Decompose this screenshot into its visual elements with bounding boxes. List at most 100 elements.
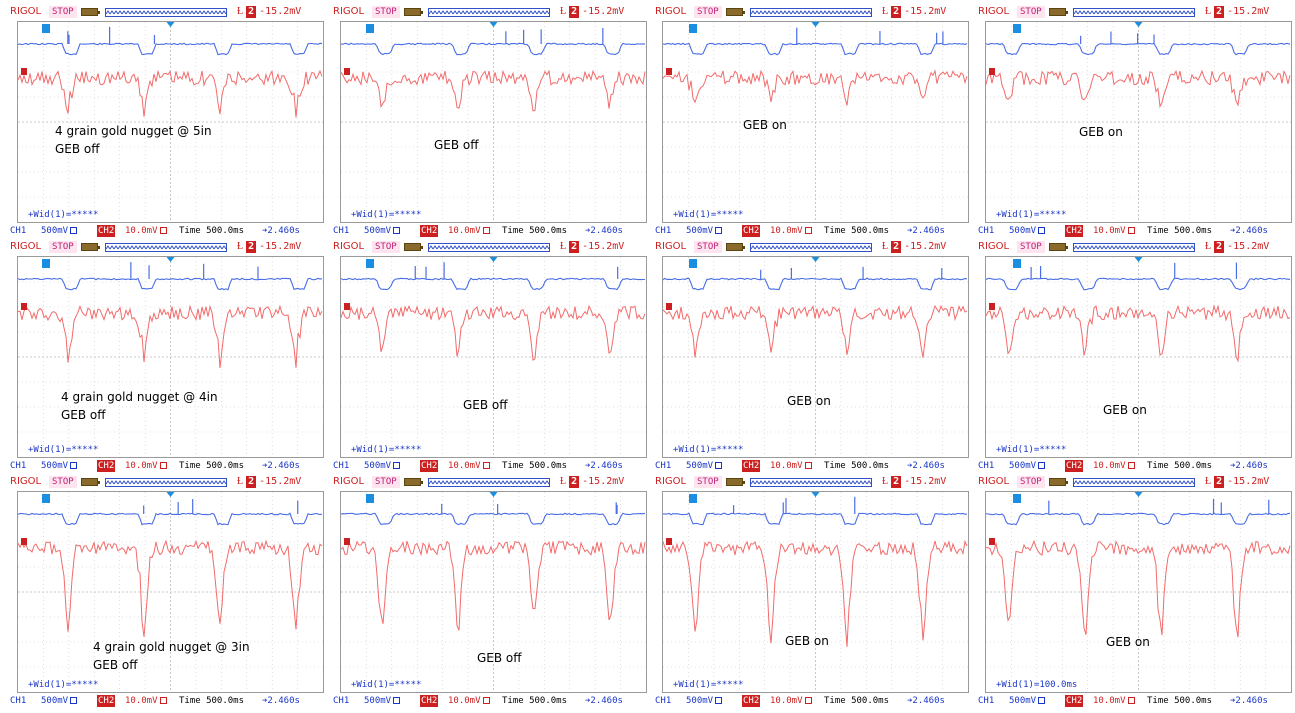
run-state-badge[interactable]: STOP [49,241,77,253]
ch2-label[interactable]: CH2 [420,225,439,237]
run-state-badge[interactable]: STOP [49,476,77,488]
ch2-label[interactable]: CH2 [1065,460,1084,472]
timebase-readout[interactable]: Time 500.0ms [824,461,890,471]
ch2-label[interactable]: CH2 [97,225,116,237]
ch2-ground-marker[interactable] [21,303,27,310]
timebase-readout[interactable]: Time 500.0ms [179,461,245,471]
trigger-offset-readout[interactable]: ➔2.460s [262,461,300,471]
trigger-position-marker[interactable] [489,257,498,262]
ch1-label[interactable]: CH1 [978,696,995,706]
ch2-label[interactable]: CH2 [1065,225,1084,237]
time-cursor-marker[interactable] [1013,259,1021,268]
ch1-label[interactable]: CH1 [10,226,27,236]
trigger-position-marker[interactable] [489,492,498,497]
run-state-badge[interactable]: STOP [1017,476,1045,488]
ch2-label[interactable]: CH2 [1065,695,1084,707]
timebase-readout[interactable]: Time 500.0ms [824,696,890,706]
trigger-position-marker[interactable] [1134,492,1143,497]
trigger-offset-readout[interactable]: ➔2.460s [907,226,945,236]
timebase-readout[interactable]: Time 500.0ms [502,696,568,706]
time-cursor-marker[interactable] [42,24,50,33]
run-state-badge[interactable]: STOP [372,476,400,488]
trigger-offset-readout[interactable]: ➔2.460s [1230,461,1268,471]
time-cursor-marker[interactable] [689,259,697,268]
timebase-readout[interactable]: Time 500.0ms [1147,696,1213,706]
ch1-label[interactable]: CH1 [655,461,672,471]
time-cursor-marker[interactable] [42,494,50,503]
run-state-badge[interactable]: STOP [694,6,722,18]
trigger-position-marker[interactable] [1134,257,1143,262]
ch2-ground-marker[interactable] [989,303,995,310]
ch2-ground-marker[interactable] [21,68,27,75]
ch2-label[interactable]: CH2 [742,695,761,707]
trigger-offset-readout[interactable]: ➔2.460s [262,226,300,236]
timebase-readout[interactable]: Time 500.0ms [502,226,568,236]
trigger-offset-readout[interactable]: ➔2.460s [907,696,945,706]
trigger-offset-readout[interactable]: ➔2.460s [262,696,300,706]
run-state-badge[interactable]: STOP [49,6,77,18]
ch2-ground-marker[interactable] [989,538,995,545]
ch1-label[interactable]: CH1 [655,226,672,236]
trigger-offset-readout[interactable]: ➔2.460s [907,461,945,471]
run-state-badge[interactable]: STOP [1017,241,1045,253]
time-cursor-marker[interactable] [366,259,374,268]
time-cursor-marker[interactable] [1013,494,1021,503]
ch2-ground-marker[interactable] [666,538,672,545]
ch2-label[interactable]: CH2 [742,225,761,237]
ch1-label[interactable]: CH1 [333,696,350,706]
ch2-label[interactable]: CH2 [97,460,116,472]
ch2-ground-marker[interactable] [989,68,995,75]
ch1-label[interactable]: CH1 [10,461,27,471]
run-state-badge[interactable]: STOP [1017,6,1045,18]
time-cursor-marker[interactable] [689,494,697,503]
trigger-offset-readout[interactable]: ➔2.460s [585,696,623,706]
trigger-position-marker[interactable] [166,22,175,27]
trigger-position-marker[interactable] [811,492,820,497]
ch2-ground-marker[interactable] [344,68,350,75]
ch1-label[interactable]: CH1 [978,226,995,236]
ch2-ground-marker[interactable] [666,303,672,310]
time-cursor-marker[interactable] [1013,24,1021,33]
timebase-readout[interactable]: Time 500.0ms [179,696,245,706]
trigger-level: -15.2mV [259,6,302,17]
ch2-label[interactable]: CH2 [420,460,439,472]
time-cursor-marker[interactable] [42,259,50,268]
ch2-ground-marker[interactable] [344,538,350,545]
run-state-badge[interactable]: STOP [694,241,722,253]
ch2-ground-marker[interactable] [21,538,27,545]
time-cursor-marker[interactable] [366,24,374,33]
trigger-position-marker[interactable] [166,492,175,497]
ch1-label[interactable]: CH1 [333,226,350,236]
timebase-readout[interactable]: Time 500.0ms [824,226,890,236]
timebase-readout[interactable]: Time 500.0ms [502,461,568,471]
time-cursor-marker[interactable] [366,494,374,503]
trigger-offset-readout[interactable]: ➔2.460s [585,226,623,236]
ch2-scale: 10.0mV [125,460,167,472]
trigger-position-marker[interactable] [811,22,820,27]
ch1-label[interactable]: CH1 [978,461,995,471]
ch2-ground-marker[interactable] [666,68,672,75]
ch2-label[interactable]: CH2 [97,695,116,707]
ch1-label[interactable]: CH1 [333,461,350,471]
trigger-position-marker[interactable] [811,257,820,262]
ch1-label[interactable]: CH1 [10,696,27,706]
ch1-label[interactable]: CH1 [655,696,672,706]
trigger-status: Ɫ 2 -15.2mV [882,238,946,256]
timebase-readout[interactable]: Time 500.0ms [179,226,245,236]
ch2-ground-marker[interactable] [344,303,350,310]
timebase-readout[interactable]: Time 500.0ms [1147,461,1213,471]
timebase-readout[interactable]: Time 500.0ms [1147,226,1213,236]
trigger-position-marker[interactable] [489,22,498,27]
run-state-badge[interactable]: STOP [372,241,400,253]
ch2-label[interactable]: CH2 [420,695,439,707]
status-bar: RIGOL STOP Ɫ 2 -15.2mV [975,238,1295,256]
trigger-offset-readout[interactable]: ➔2.460s [585,461,623,471]
ch2-label[interactable]: CH2 [742,460,761,472]
time-cursor-marker[interactable] [689,24,697,33]
trigger-offset-readout[interactable]: ➔2.460s [1230,226,1268,236]
run-state-badge[interactable]: STOP [372,6,400,18]
run-state-badge[interactable]: STOP [694,476,722,488]
trigger-position-marker[interactable] [166,257,175,262]
trigger-offset-readout[interactable]: ➔2.460s [1230,696,1268,706]
trigger-position-marker[interactable] [1134,22,1143,27]
